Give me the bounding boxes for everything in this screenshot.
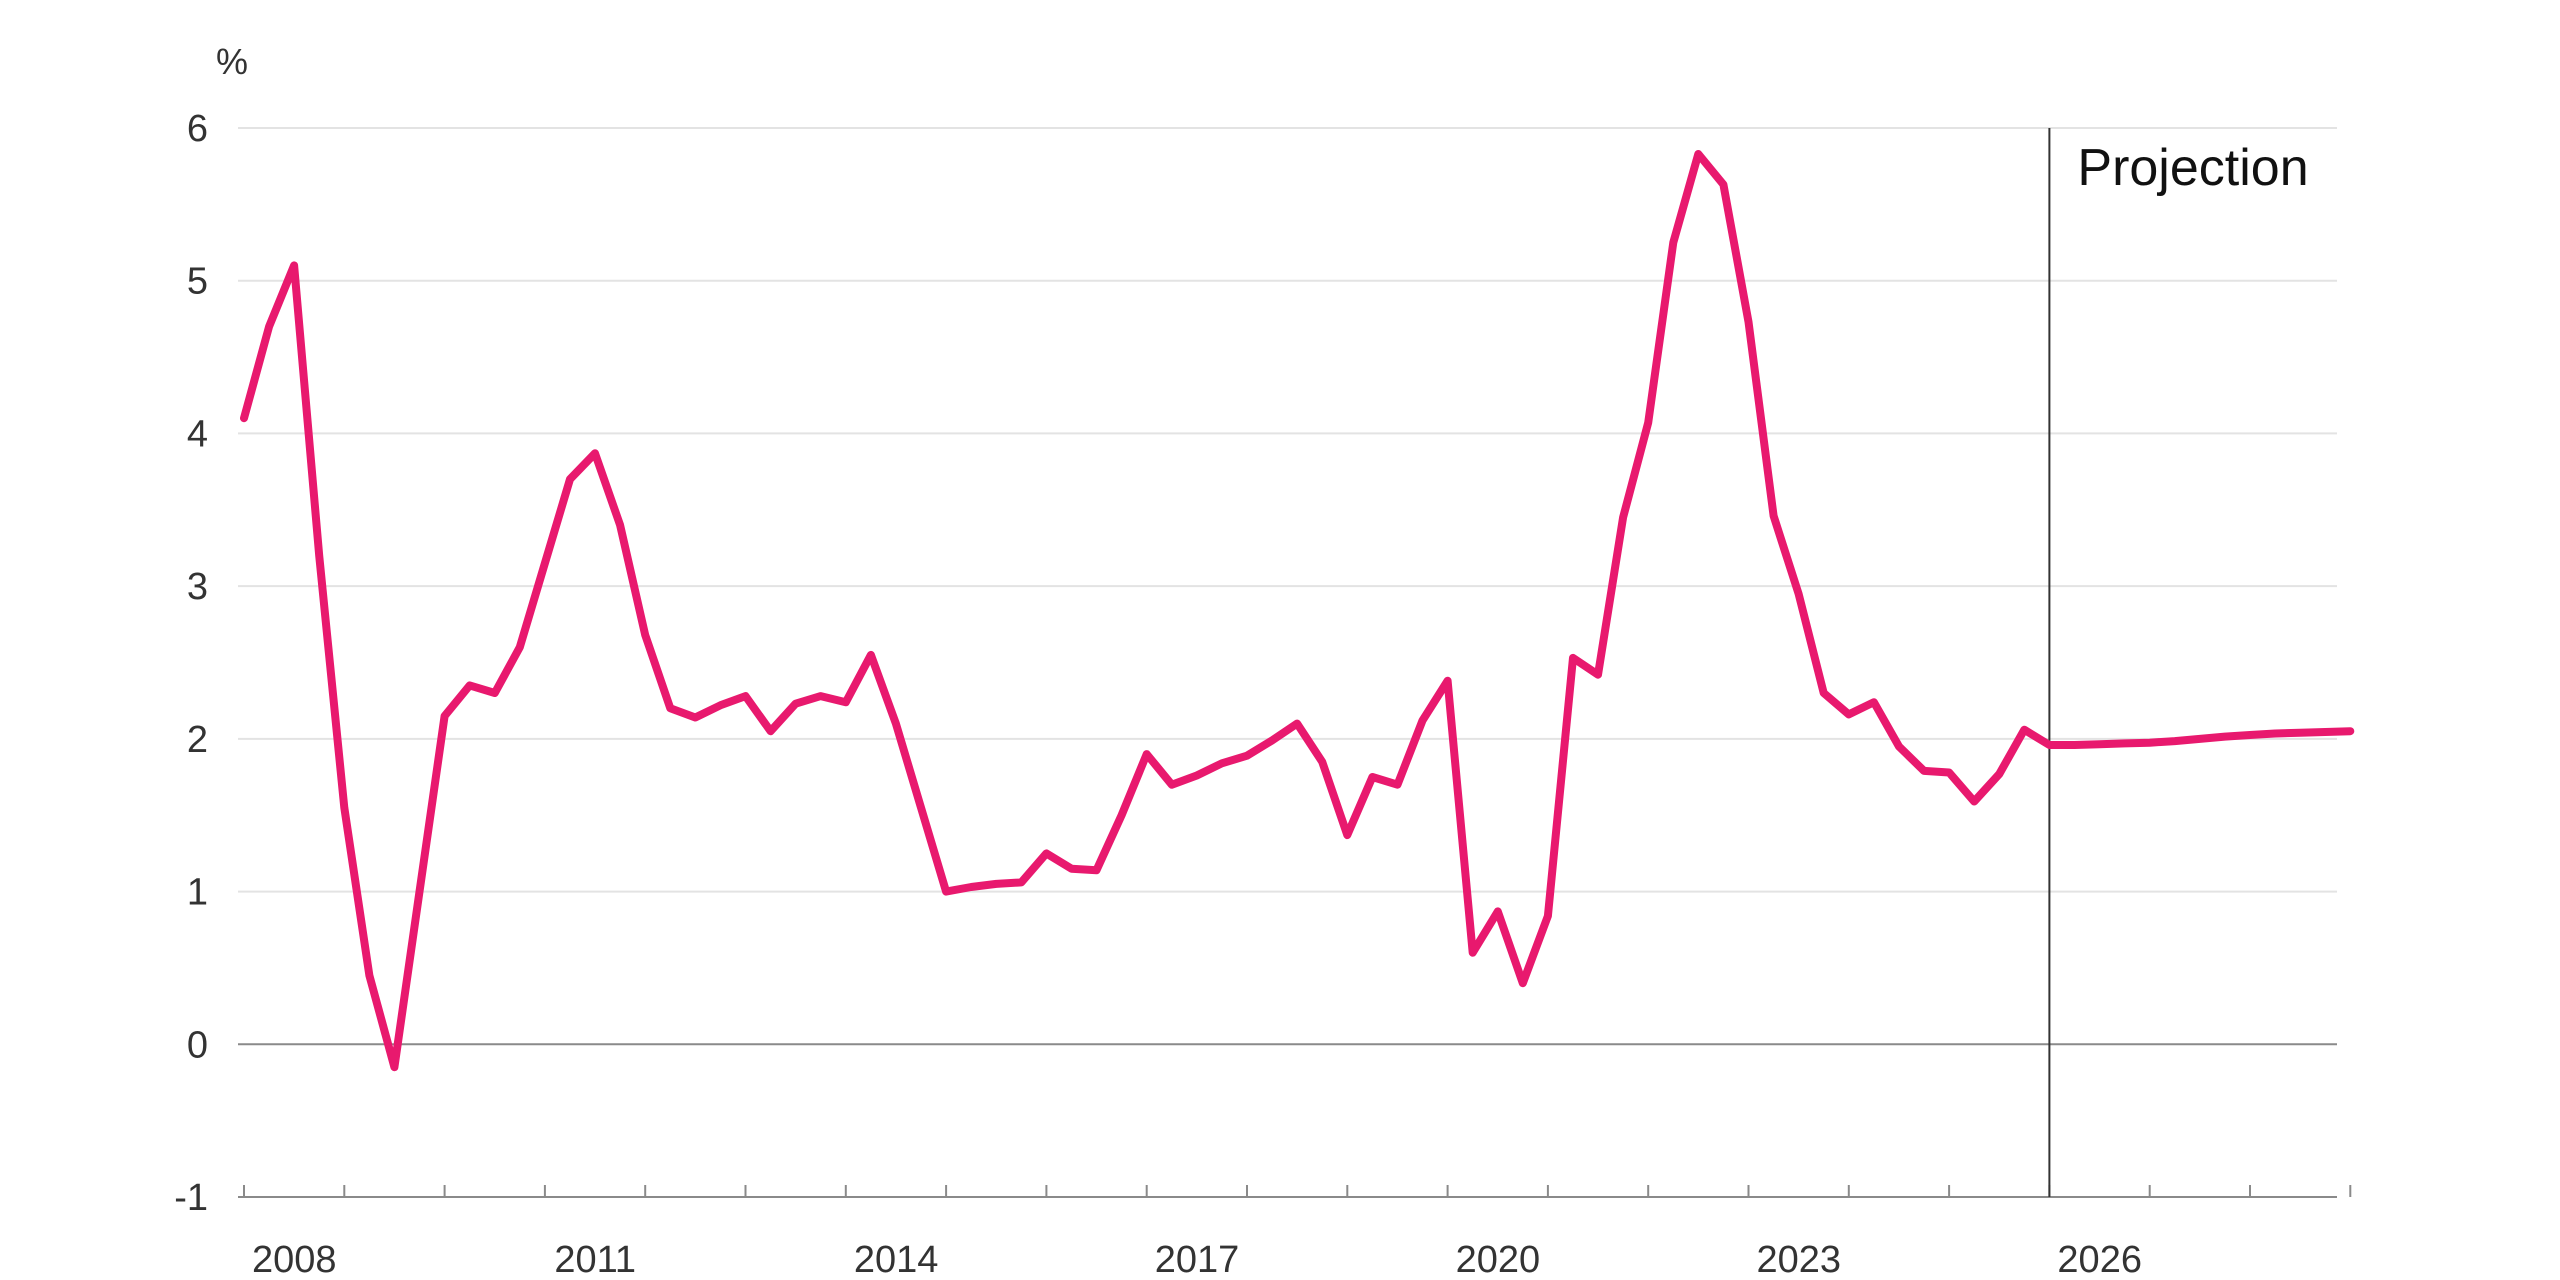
x-tick-label: 2014	[854, 1239, 939, 1280]
projection-label: Projection	[2077, 139, 2308, 197]
series-layer	[240, 150, 2355, 1072]
y-axis-unit-label: %	[216, 41, 248, 82]
y-tick-label: -1	[174, 1177, 208, 1219]
y-tick-label: 2	[187, 719, 208, 761]
x-tick-label: 2026	[2057, 1239, 2142, 1280]
x-tick-label: 2011	[554, 1239, 636, 1280]
x-axis-ticks: 2008 2011 2014 2017 2020 2023 2026	[243, 1185, 2352, 1280]
y-tick-label: 5	[187, 261, 208, 303]
series-line-0	[240, 150, 2355, 1072]
y-tick-label: 3	[187, 566, 208, 608]
y-tick-label: 0	[187, 1024, 208, 1066]
y-tick-label: 1	[187, 872, 208, 914]
x-tick-label: 2020	[1456, 1239, 1541, 1280]
axes	[238, 1043, 2337, 1198]
x-tick-label: 2017	[1155, 1239, 1240, 1280]
gridlines	[238, 127, 2337, 893]
y-tick-label: 4	[187, 413, 208, 455]
x-tick-label: 2008	[252, 1239, 337, 1280]
y-axis-ticks: -1 0 1 2 3 4 5 6	[174, 108, 208, 1219]
y-tick-label: 6	[187, 108, 208, 150]
x-tick-label: 2023	[1757, 1239, 1842, 1280]
